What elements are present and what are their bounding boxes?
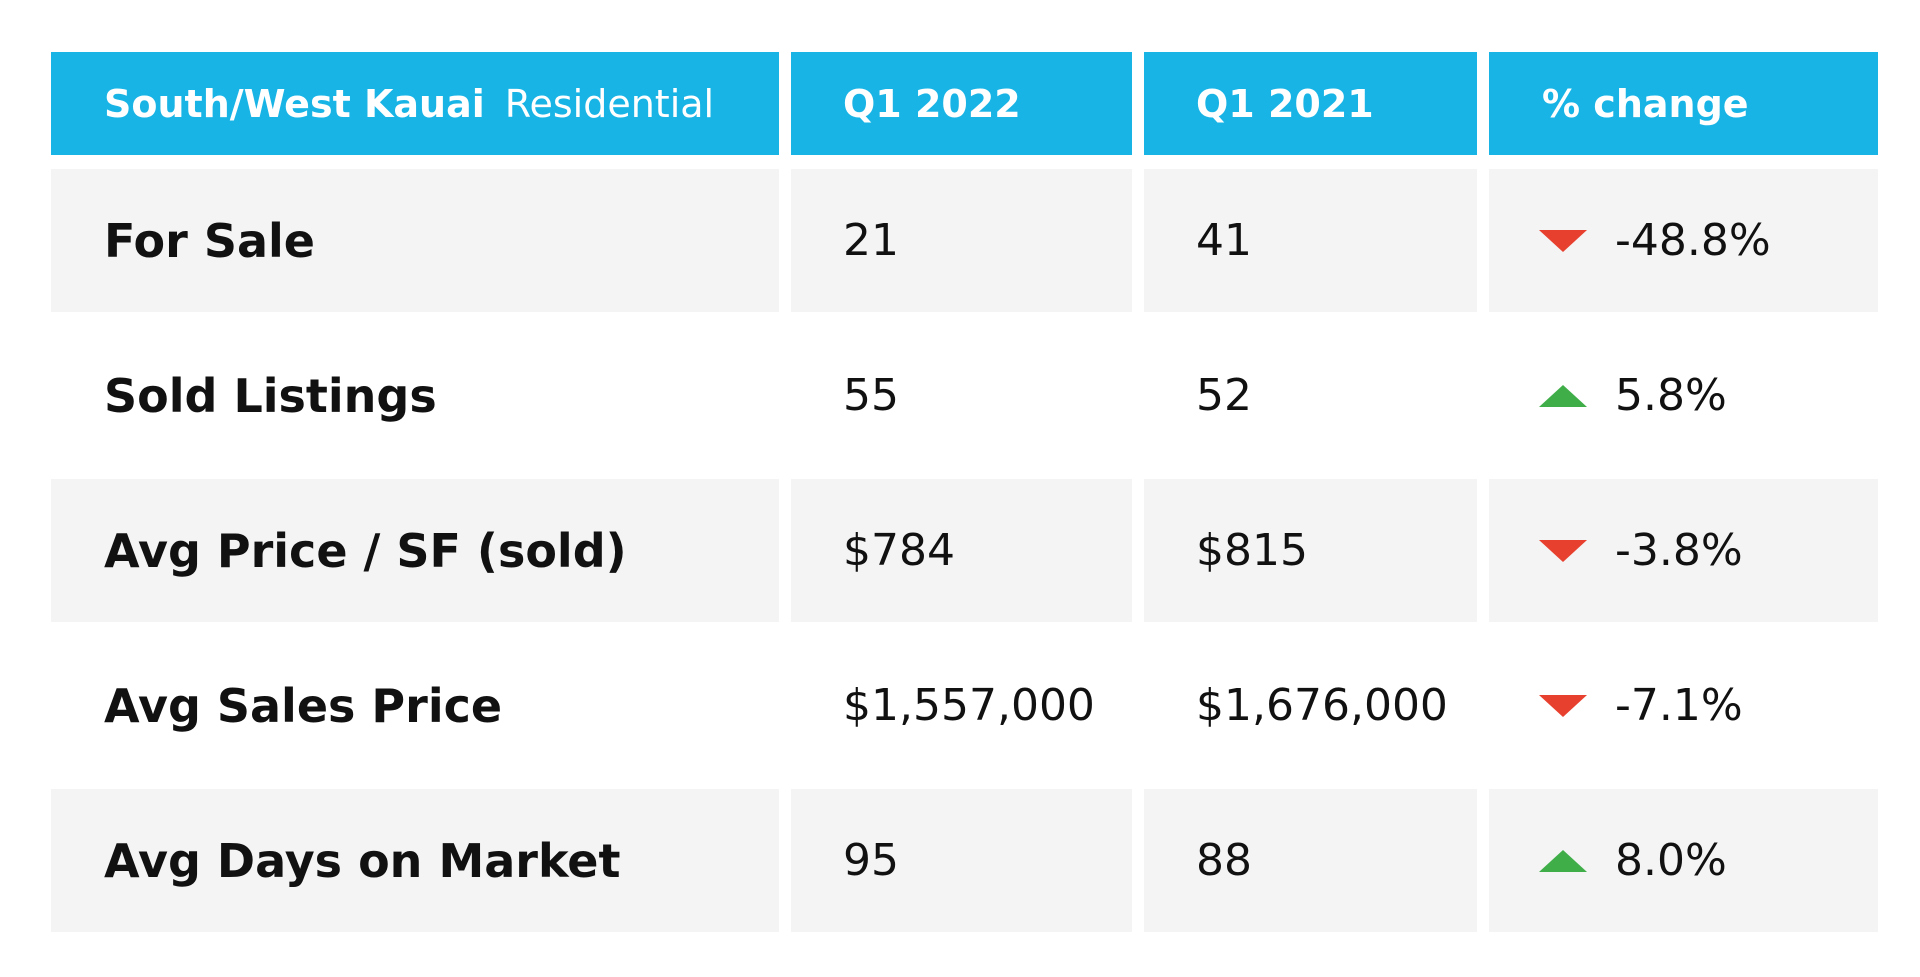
value-q1-2022: $1,557,000	[843, 680, 1095, 731]
value-q1-2022: 21	[791, 169, 1132, 312]
change-cell: -48.8%	[1489, 169, 1878, 312]
value-q1-2021: 52	[1196, 370, 1252, 421]
change-cell: -3.8%	[1489, 479, 1878, 622]
header-region: South/West Kauai	[104, 81, 485, 126]
row-label: Avg Days on Market	[51, 789, 779, 932]
change-value: -7.1%	[1615, 680, 1743, 731]
change-cell: 5.8%	[1489, 324, 1878, 467]
value-q1-2022: $784	[791, 479, 1132, 622]
value-q1-2021: $1,676,000	[1196, 680, 1448, 731]
value-q1-2022: 55	[843, 370, 899, 421]
triangle-up-icon	[1539, 849, 1587, 872]
header-q1-2021: Q1 2021	[1144, 52, 1477, 155]
header-region-cell: South/West Kauai Residential	[51, 52, 779, 155]
row-label: For Sale	[51, 169, 779, 312]
value-q1-2021: 88	[1144, 789, 1477, 932]
triangle-up-icon	[1539, 384, 1587, 407]
change-cell: 8.0%	[1489, 789, 1878, 932]
change-value: -48.8%	[1615, 215, 1771, 266]
change-cell: -7.1%	[1489, 634, 1878, 777]
value-q1-2021: 41	[1144, 169, 1477, 312]
header-segment: Residential	[504, 81, 715, 126]
row-label: Avg Price / SF (sold)	[51, 479, 779, 622]
row-label: Sold Listings	[104, 368, 437, 423]
change-value: -3.8%	[1615, 525, 1743, 576]
triangle-down-icon	[1539, 694, 1587, 717]
header-q1-2022: Q1 2022	[791, 52, 1132, 155]
triangle-down-icon	[1539, 539, 1587, 562]
triangle-down-icon	[1539, 229, 1587, 252]
change-value: 5.8%	[1615, 370, 1727, 421]
header-percent-change: % change	[1489, 52, 1878, 155]
value-q1-2021: $815	[1144, 479, 1477, 622]
market-stats-table: South/West Kauai Residential Q1 2022 Q1 …	[51, 52, 1878, 944]
change-value: 8.0%	[1615, 835, 1727, 886]
row-label: Avg Sales Price	[104, 678, 503, 733]
value-q1-2022: 95	[791, 789, 1132, 932]
